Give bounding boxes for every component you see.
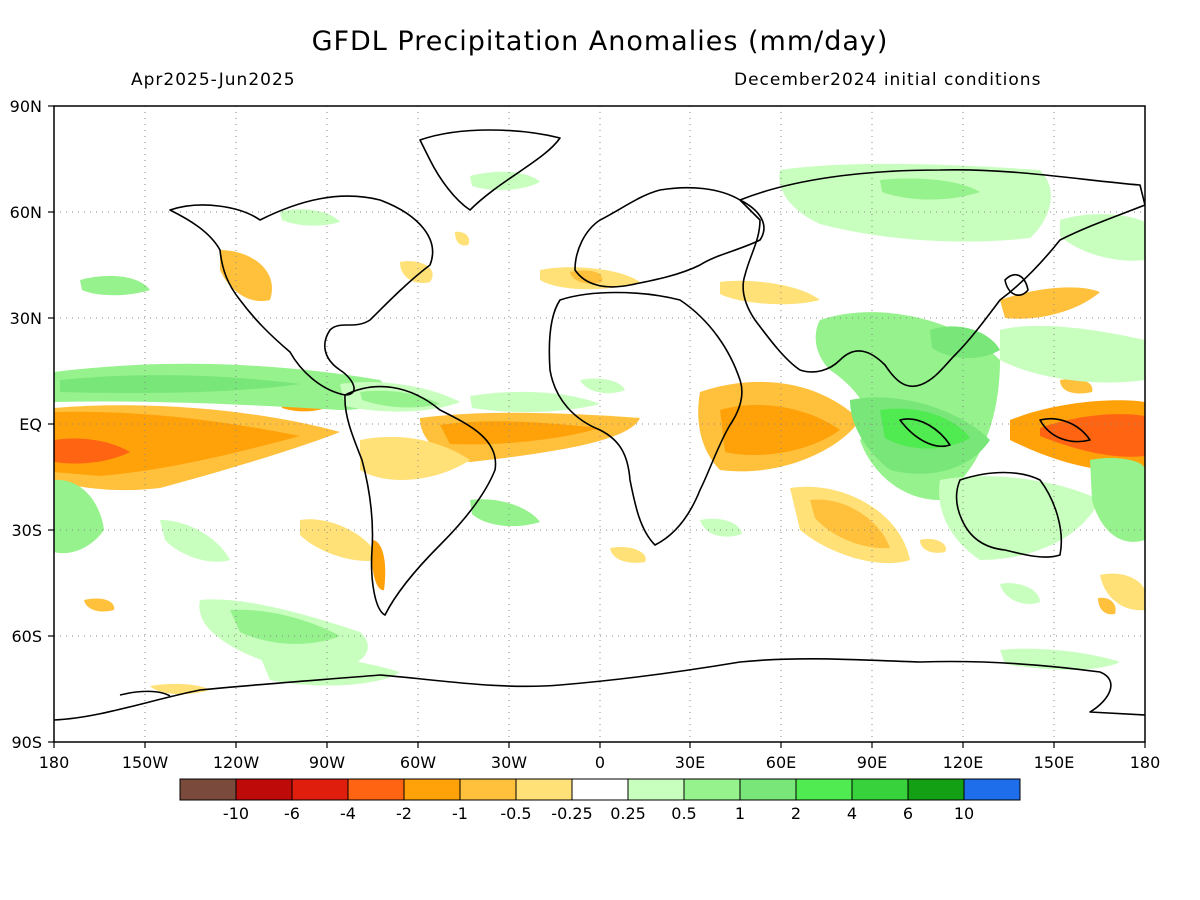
lat-label-30s: 30S [11,521,42,540]
lon-label-30e: 30E [675,753,705,772]
colorbar: -10 -6 -4 -2 -1 -0.5 -0.25 0.25 0.5 1 2 4 6 10 [179,778,1021,823]
colorbar-label: 10 [954,804,974,823]
tick-marks [48,105,1146,748]
colorbar-swatch [739,778,797,801]
colorbar-label: -10 [223,804,249,823]
lon-label-180w: 180 [39,753,70,772]
forecast-period: Apr2025-Jun2025 [131,70,296,90]
colorbar-label: 6 [903,804,913,823]
initial-conditions: December2024 initial conditions [734,70,1042,90]
coast-europe [574,186,765,288]
lon-label-60e: 60E [766,753,796,772]
coast-greenland [419,129,561,211]
colorbar-swatch [179,778,237,801]
grid-lines [54,106,1145,742]
lat-label-90s: 90S [11,733,42,752]
latitude-labels: 90N 60N 30N EQ 30S 60S 90S [10,97,42,752]
colorbar-swatch [627,778,685,801]
colorbar-label: 4 [847,804,857,823]
lon-label-120w: 120W [213,753,260,772]
coast-south-america [344,385,497,616]
lat-label-90n: 90N [10,97,42,116]
lat-label-60n: 60N [10,203,42,222]
map-title: GFDL Precipitation Anomalies (mm/day) [311,26,889,57]
colorbar-swatch [851,778,909,801]
colorbar-swatch [347,778,405,801]
coastlines [54,129,1145,721]
lat-label-30n: 30N [10,309,42,328]
coast-australia [955,471,1063,558]
longitude-labels: 180 150W 120W 90W 60W 30W 0 30E 60E 90E … [39,753,1161,772]
lon-label-0: 0 [595,753,605,772]
colorbar-swatch [907,778,965,801]
colorbar-swatch [235,778,293,801]
colorbar-label: -0.25 [551,804,592,823]
colorbar-label: -0.5 [500,804,531,823]
colorbar-label: 0.5 [671,804,696,823]
colorbar-swatch [403,778,461,801]
colorbar-label: 0.25 [610,804,646,823]
colorbar-swatch [291,778,349,801]
lon-label-30w: 30W [491,753,527,772]
colorbar-swatch [795,778,853,801]
colorbar-label: -1 [452,804,468,823]
colorbar-swatch [571,778,629,801]
lat-label-60s: 60S [11,627,42,646]
coast-antarctica [54,658,1145,721]
lon-label-90e: 90E [857,753,887,772]
colorbar-label: -6 [284,804,300,823]
coast-africa [548,291,743,546]
colorbar-swatch [515,778,573,801]
lon-label-60w: 60W [400,753,436,772]
colorbar-swatch [963,778,1021,801]
lon-label-150e: 150E [1034,753,1075,772]
lon-label-180e: 180 [1130,753,1161,772]
lon-label-120e: 120E [943,753,984,772]
coast-asia [739,168,1145,387]
colorbar-label: 1 [735,804,745,823]
coast-north-america [169,195,434,396]
colorbar-swatch [459,778,517,801]
colorbar-label: -4 [340,804,356,823]
colorbar-label: -2 [396,804,412,823]
lon-label-90w: 90W [309,753,345,772]
colorbar-swatch [683,778,741,801]
lat-label-eq: EQ [19,415,42,434]
lon-label-150w: 150W [122,753,169,772]
colorbar-label: 2 [791,804,801,823]
